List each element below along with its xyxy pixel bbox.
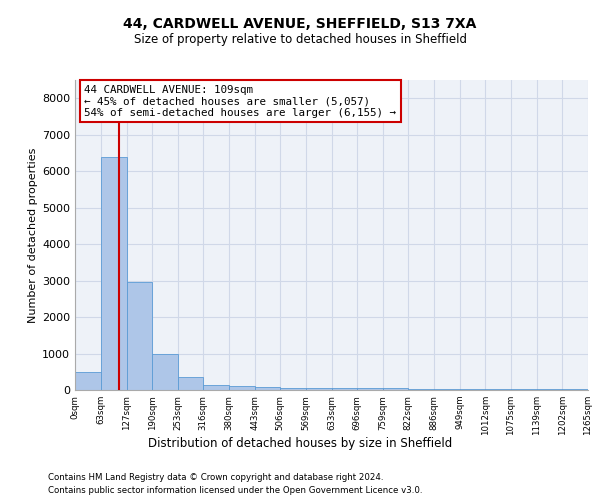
Bar xyxy=(537,389,562,390)
Bar xyxy=(332,388,357,390)
Bar xyxy=(357,388,383,390)
Bar xyxy=(485,389,511,390)
Text: Size of property relative to detached houses in Sheffield: Size of property relative to detached ho… xyxy=(133,32,467,46)
Bar xyxy=(229,386,254,390)
Bar xyxy=(460,389,485,390)
Bar xyxy=(383,388,409,390)
Text: Contains public sector information licensed under the Open Government Licence v3: Contains public sector information licen… xyxy=(48,486,422,495)
Bar xyxy=(75,372,101,390)
Bar xyxy=(203,384,229,390)
Bar xyxy=(152,354,178,390)
Text: Distribution of detached houses by size in Sheffield: Distribution of detached houses by size … xyxy=(148,438,452,450)
Bar xyxy=(306,388,332,390)
Bar xyxy=(178,377,203,390)
Y-axis label: Number of detached properties: Number of detached properties xyxy=(28,148,38,322)
Text: Contains HM Land Registry data © Crown copyright and database right 2024.: Contains HM Land Registry data © Crown c… xyxy=(48,472,383,482)
Bar xyxy=(434,388,460,390)
Bar xyxy=(409,388,434,390)
Bar xyxy=(101,156,127,390)
Text: 44, CARDWELL AVENUE, SHEFFIELD, S13 7XA: 44, CARDWELL AVENUE, SHEFFIELD, S13 7XA xyxy=(124,18,476,32)
Bar xyxy=(127,282,152,390)
Bar xyxy=(511,389,537,390)
Bar xyxy=(254,387,280,390)
Bar xyxy=(280,388,306,390)
Text: 44 CARDWELL AVENUE: 109sqm
← 45% of detached houses are smaller (5,057)
54% of s: 44 CARDWELL AVENUE: 109sqm ← 45% of deta… xyxy=(84,84,396,118)
